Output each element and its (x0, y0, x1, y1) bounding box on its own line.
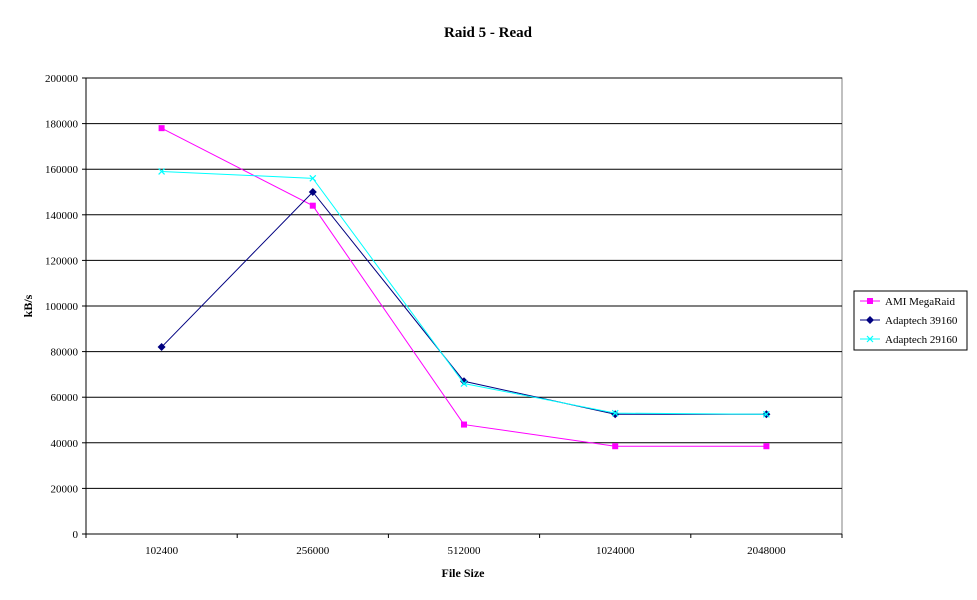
x-tick-label: 102400 (145, 545, 179, 557)
y-tick-label: 40000 (51, 438, 79, 450)
data-point (158, 168, 166, 175)
marker-stroke (762, 410, 770, 418)
x-tick-label: 256000 (296, 545, 330, 557)
data-point (461, 421, 467, 428)
data-point (611, 409, 619, 417)
marker-stroke (866, 335, 874, 343)
data-point (157, 343, 166, 352)
legend-item-3: Adaptech 29160 (860, 334, 958, 346)
y-tick-label: 140000 (45, 210, 79, 222)
y-tick-label: 180000 (45, 119, 79, 131)
data-point (762, 410, 770, 418)
y-tick-label: 160000 (45, 164, 79, 176)
y-tick-label: 200000 (45, 73, 79, 85)
marker-stroke (158, 168, 166, 175)
y-tick-label: 60000 (51, 392, 79, 404)
series-3 (158, 168, 770, 418)
x-tick-label: 1024000 (596, 545, 635, 557)
data-point (158, 125, 165, 132)
y-axis-ticks: 0 20000 40000 60000 80000 100000 120000 140000 1… (45, 73, 86, 541)
legend-marker (866, 335, 874, 343)
marker-stroke (611, 409, 619, 417)
legend-item-2: Adaptech 39160 (860, 315, 958, 327)
series-group (157, 125, 771, 450)
x-tick-label: 512000 (448, 545, 482, 557)
data-point (460, 377, 468, 386)
y-tick-label: 0 (73, 529, 79, 541)
legend-label: Adaptech 29160 (885, 334, 958, 346)
legend-label: AMI MegaRaid (885, 296, 955, 308)
x-axis-ticks: 102400 256000 512000 1024000 2048000 (85, 534, 843, 557)
data-point (763, 443, 770, 450)
marker-stroke (309, 174, 317, 182)
y-tick-label: 100000 (45, 301, 79, 313)
data-point (309, 202, 316, 209)
gridlines (86, 77, 842, 489)
y-tick-label: 20000 (51, 483, 79, 495)
data-point (612, 443, 619, 450)
legend: AMI MegaRaid Adaptech 39160 Adaptech 29160 (853, 290, 968, 351)
chart-title: Raid 5 - Read (444, 25, 533, 41)
y-axis-title: kB/s (21, 294, 35, 317)
y-tick-label: 80000 (51, 347, 79, 359)
legend-item-1: AMI MegaRaid (860, 296, 955, 308)
series-1 (158, 125, 770, 450)
legend-marker (867, 298, 873, 304)
x-axis-title: File Size (442, 566, 486, 580)
legend-items: AMI MegaRaid Adaptech 39160 Adaptech 29160 (860, 296, 958, 346)
data-point (460, 380, 468, 387)
y-tick-label: 120000 (45, 255, 79, 267)
data-point (309, 174, 317, 182)
legend-label: Adaptech 39160 (885, 315, 958, 327)
data-point (308, 188, 317, 196)
marker-stroke (460, 380, 468, 387)
x-tick-label: 2048000 (747, 545, 786, 557)
legend-marker (866, 316, 874, 324)
